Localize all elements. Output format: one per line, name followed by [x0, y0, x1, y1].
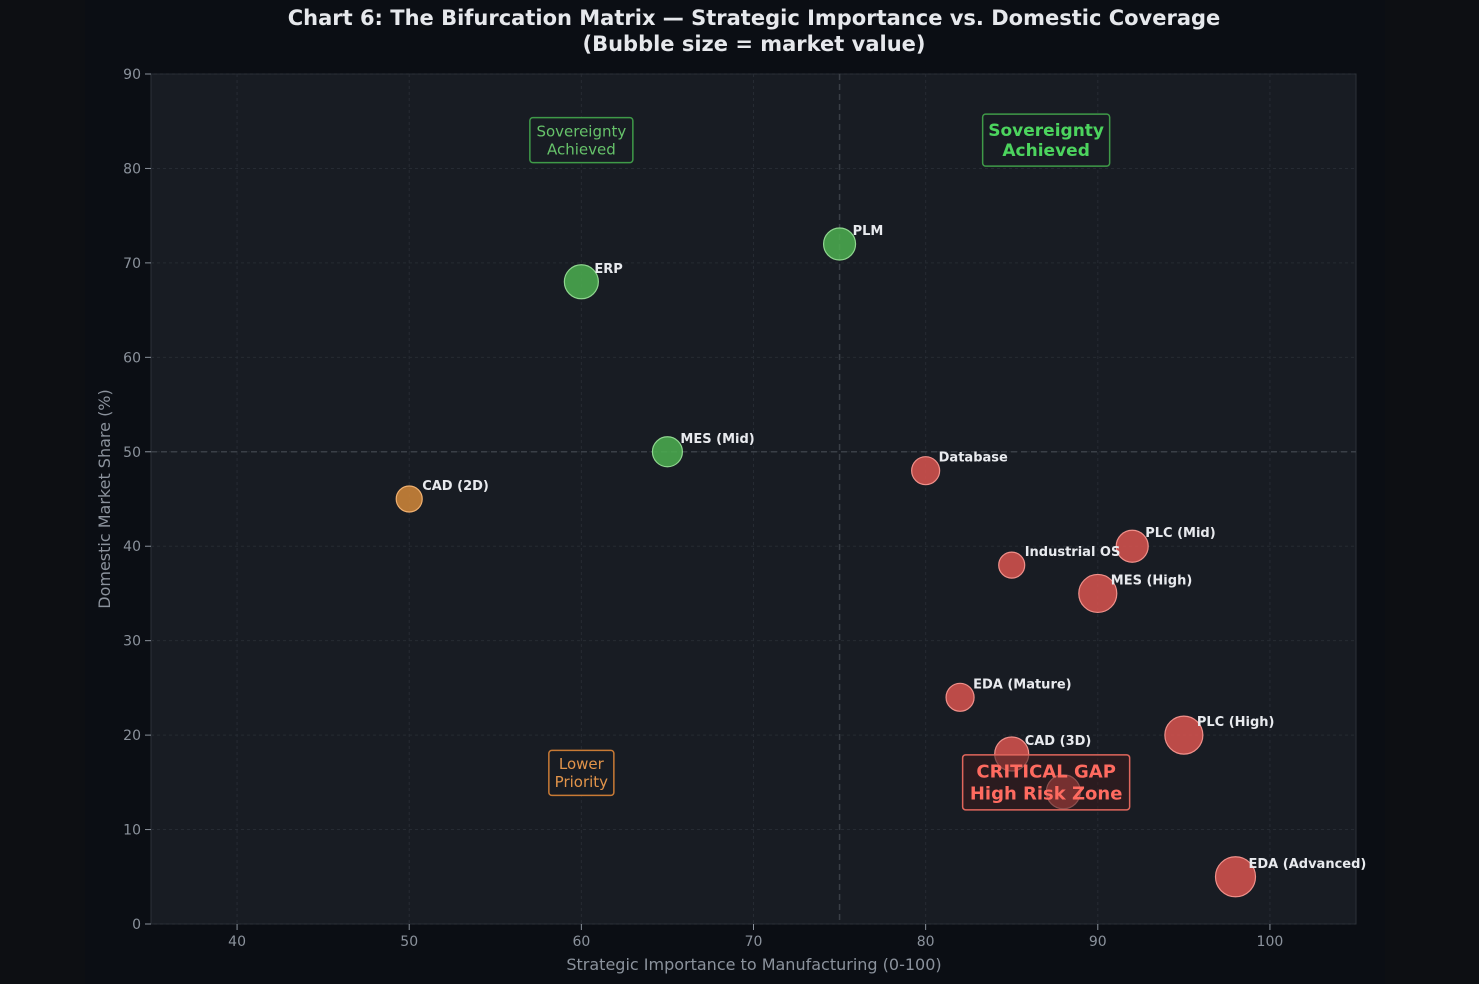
data-points: ERP PLM MES (Mid) CAD (2D) Database Industria…: [395, 224, 1367, 898]
x-tick-label: 40: [228, 934, 246, 950]
annotation-text-sovereignty-large: Sovereignty: [988, 121, 1104, 141]
x-tick-label: 100: [1257, 934, 1284, 950]
quadrant-annotations: SovereigntyAchievedSovereigntyAchievedLo…: [529, 113, 1111, 797]
data-point-mes-mid: [651, 436, 684, 468]
chart-subtitle: (Bubble size = market value): [582, 32, 925, 56]
y-tick-label: 90: [123, 67, 141, 83]
y-tick-label: 10: [123, 823, 141, 839]
y-axis-label: Domestic Market Share (%): [95, 389, 114, 609]
x-tick-label: 80: [917, 934, 935, 950]
annotation-box-sovereignty-large: [981, 113, 1111, 167]
data-point-plc-mid: [1115, 529, 1149, 563]
annotation-text-critical-gap: High Risk Zone: [970, 784, 1123, 805]
data-point-label: PLC (High): [1197, 715, 1275, 730]
data-point-mes-high: [1078, 573, 1118, 614]
annotation-text-critical-gap: CRITICAL GAP: [976, 762, 1116, 783]
y-tick-label: 60: [123, 350, 141, 366]
data-point-label: Industrial OS: [1025, 545, 1121, 560]
x-tick-label: 90: [1089, 934, 1107, 950]
data-point-label: EDA (Mature): [973, 677, 1072, 692]
y-tick-label: 0: [132, 917, 141, 933]
x-tick-label: 50: [400, 934, 418, 950]
annotation-text-sovereignty-small: Sovereignty: [536, 122, 626, 140]
data-point-industrial-os: [998, 551, 1026, 579]
annotation-text-sovereignty-small: Achieved: [547, 140, 616, 158]
annotation-text-lower-priority: Lower: [559, 755, 605, 773]
data-point-database: [911, 456, 941, 486]
x-tick-label: 60: [572, 934, 590, 950]
x-tick-label: 70: [745, 934, 763, 950]
y-tick-label: 80: [123, 161, 141, 177]
annotation-box-lower-priority: [548, 749, 615, 797]
data-point-label: ERP: [594, 262, 622, 277]
data-point-label: Database: [939, 451, 1008, 466]
y-tick-label: 70: [123, 256, 141, 272]
chart-stage: Chart 6: The Bifurcation Matrix — Strate…: [85, 0, 1385, 984]
annotation-box-sovereignty-small: [529, 116, 634, 164]
data-point-label: PLM: [853, 224, 884, 239]
y-tick-label: 40: [123, 539, 141, 555]
data-point-label: MES (High): [1111, 573, 1193, 588]
y-tick-label: 50: [123, 445, 141, 461]
data-point-label: CAD (2D): [422, 479, 489, 494]
axis-ticks: 40 50 60 70 80 90 100 0 10 20 30 40 50 60 70 80 90: [123, 67, 1283, 950]
data-point-label: MES (Mid): [680, 432, 754, 447]
data-point-eda-advanced: [1214, 856, 1257, 898]
y-tick-label: 30: [123, 634, 141, 650]
annotation-text-sovereignty-large: Achieved: [1002, 141, 1089, 161]
data-point-eda-mature: [945, 682, 975, 712]
data-point-plm: [822, 227, 857, 261]
data-point-label: CAD (3D): [1025, 734, 1092, 749]
data-point-cad-2d: [395, 485, 423, 513]
y-tick-label: 20: [123, 728, 141, 744]
x-axis-label: Strategic Importance to Manufacturing (0…: [566, 955, 941, 974]
data-point-plc-high: [1164, 715, 1204, 755]
data-point-label: EDA (Advanced): [1249, 857, 1367, 872]
data-point-label: PLC (Mid): [1145, 526, 1215, 541]
chart-title: Chart 6: The Bifurcation Matrix — Strate…: [288, 6, 1221, 30]
data-point-erp: [563, 264, 599, 300]
annotation-box-critical-gap: [961, 754, 1131, 811]
bifurcation-matrix-chart: Chart 6: The Bifurcation Matrix — Strate…: [95, 6, 1367, 974]
reference-lines: [151, 74, 1356, 924]
annotation-text-lower-priority: Priority: [555, 773, 609, 791]
